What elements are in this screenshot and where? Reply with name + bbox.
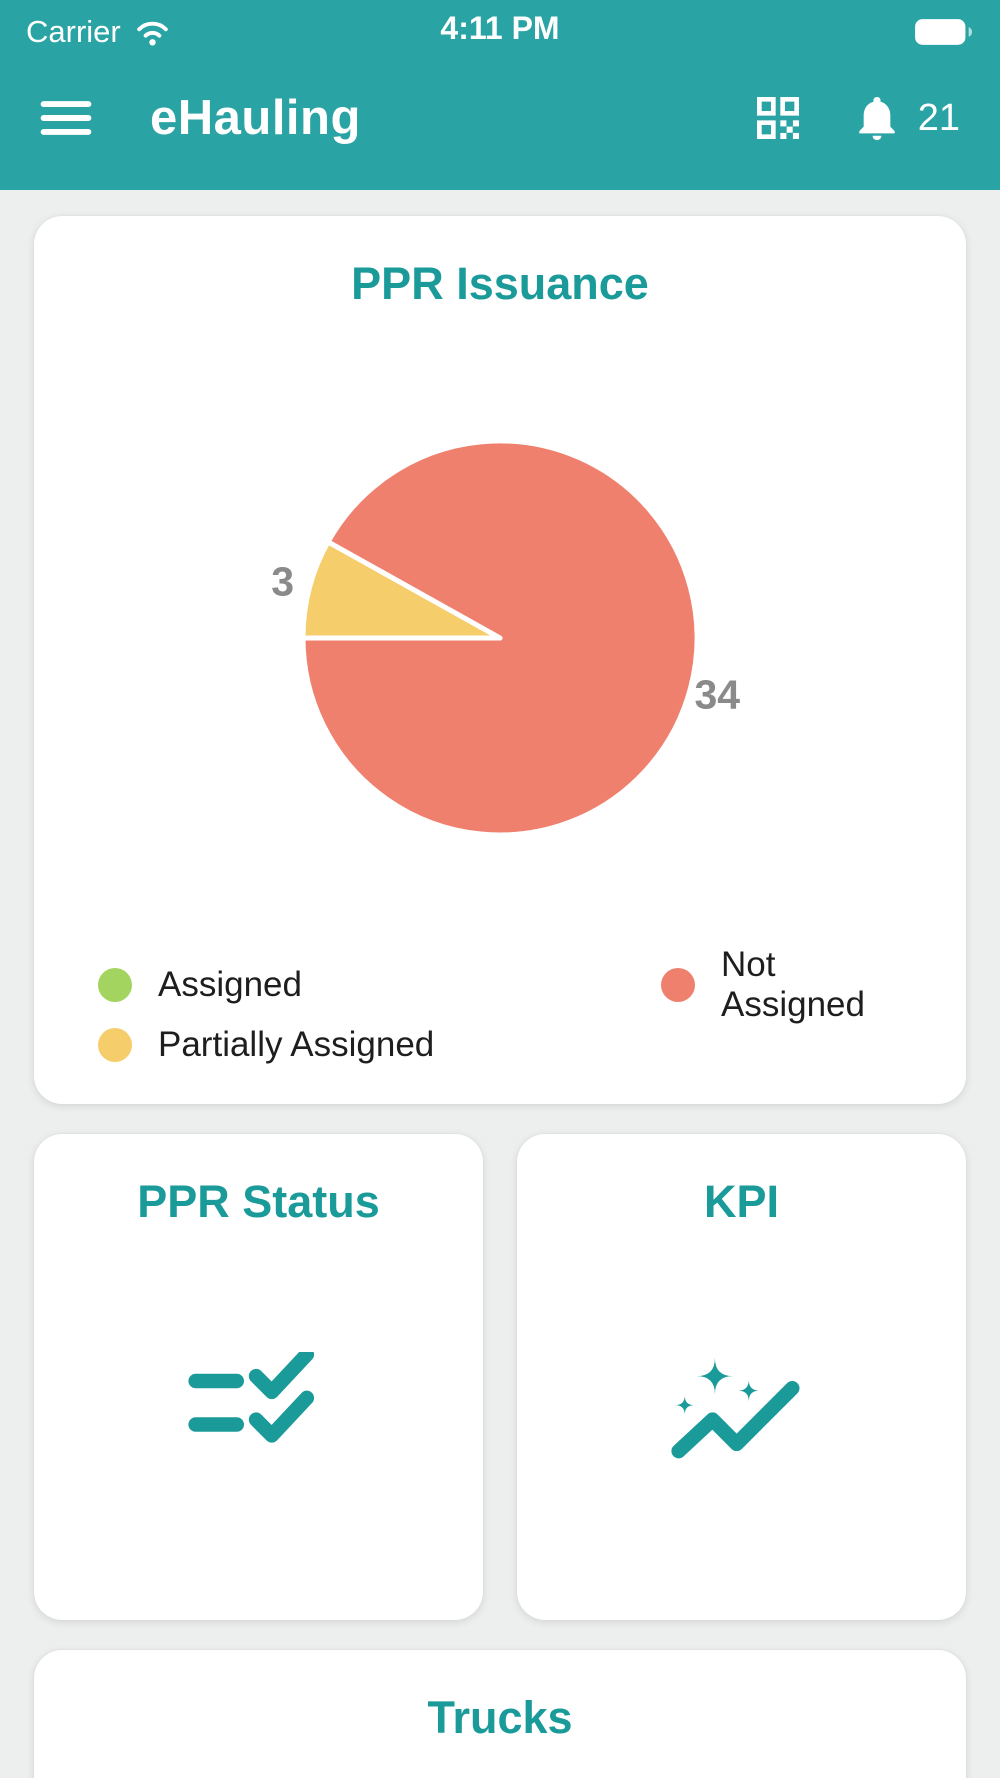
- pie-slice-partially-assigned[interactable]: [300, 539, 503, 641]
- app-title: eHauling: [150, 91, 361, 145]
- pie-value-label: 34: [694, 672, 740, 718]
- ppr-issuance-title: PPR Issuance: [351, 258, 649, 309]
- ppr-issuance-card: PPR Issuance 34 3 Assigned Not Assigned Par…: [34, 216, 966, 1104]
- trucks-card[interactable]: Trucks: [34, 1650, 966, 1778]
- bell-icon: [859, 96, 895, 141]
- carrier-label: Carrier: [26, 14, 121, 49]
- notifications-button[interactable]: 21: [852, 91, 960, 145]
- menu-button[interactable]: [40, 99, 92, 137]
- wifi-icon: [136, 21, 168, 46]
- qr-code-icon: [756, 97, 799, 139]
- legend-color-dot: [98, 1028, 132, 1062]
- ppr-status-card[interactable]: PPR Status: [34, 1134, 483, 1620]
- qr-scan-button[interactable]: [750, 90, 806, 146]
- kpi-card[interactable]: KPI: [517, 1134, 966, 1620]
- status-time: 4:11 PM: [440, 10, 560, 46]
- pie-chart-svg: 34 3: [271, 438, 740, 838]
- legend-item-not-assigned[interactable]: Not Assigned: [661, 945, 902, 1024]
- cards-row: PPR Status KPI: [34, 1134, 966, 1620]
- top-bar: Carrier 4:11 PM: [0, 0, 1000, 190]
- pie-value-label: 3: [271, 558, 294, 604]
- checklist-icon: [188, 1352, 315, 1443]
- legend-color-dot: [98, 968, 132, 1002]
- ppr-status-title: PPR Status: [137, 1176, 380, 1227]
- kpi-icon-box: [517, 1228, 966, 1620]
- legend-item-assigned[interactable]: Assigned: [98, 962, 661, 1008]
- ppr-issuance-pie-chart: 34 3: [34, 310, 966, 958]
- kpi-title: KPI: [703, 1176, 779, 1227]
- hamburger-icon: [40, 101, 92, 135]
- legend-label: Not Assigned: [721, 945, 865, 1024]
- legend-label: Partially Assigned: [158, 1025, 435, 1064]
- battery-icon: [915, 19, 972, 45]
- dashboard-content: PPR Issuance 34 3 Assigned Not Assigned Par…: [0, 190, 1000, 1778]
- status-bar: Carrier 4:11 PM: [0, 0, 1000, 56]
- chart-legend: Assigned Not Assigned Partially Assigned: [34, 945, 966, 1068]
- insights-icon: [671, 1358, 800, 1459]
- status-left: Carrier: [26, 14, 172, 50]
- notification-count: 21: [917, 96, 960, 139]
- legend-label: Assigned: [158, 965, 302, 1004]
- trucks-title: Trucks: [427, 1692, 573, 1743]
- legend-item-partially-assigned[interactable]: Partially Assigned: [98, 1022, 661, 1068]
- ppr-status-icon-box: [34, 1228, 483, 1620]
- legend-color-dot: [661, 968, 695, 1002]
- app-header: eHauling: [0, 56, 1000, 190]
- nav-actions: 21: [750, 90, 960, 146]
- status-right: [914, 18, 974, 46]
